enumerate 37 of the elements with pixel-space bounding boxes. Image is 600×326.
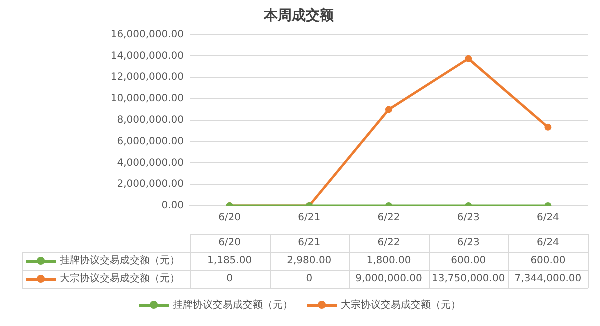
x-tick-label: 6/21 <box>298 212 321 224</box>
category-label: 6/23 <box>457 238 480 249</box>
y-tick-label: 2,000,000.00 <box>117 179 184 190</box>
y-tick-label: 8,000,000.00 <box>117 114 184 126</box>
category-label: 6/20 <box>218 238 242 249</box>
text: 大宗协议交易成交额（元） <box>341 300 461 311</box>
data-label: 9,000,000.00 <box>356 274 422 285</box>
point <box>465 55 472 62</box>
data-label: 600.00 <box>530 256 566 267</box>
y-tick-label: 6,000,000.00 <box>117 136 184 148</box>
data-label: 600.00 <box>451 256 486 267</box>
chart-title: 本周成交额 <box>263 7 335 24</box>
category-label: 6/21 <box>298 238 321 249</box>
point <box>544 124 552 131</box>
data-label: 0 <box>226 274 233 285</box>
x-tick-label: 6/22 <box>378 212 400 224</box>
y-tick-label: 12,000,000.00 <box>110 72 184 84</box>
legend-label: 大宗协议交易成交额（元） <box>60 272 180 285</box>
data-label: 13,750,000.00 <box>432 274 506 285</box>
x-tick-label: 6/20 <box>218 212 242 224</box>
data-label: 0 <box>306 274 313 285</box>
y-tick-label: 0.00 <box>162 200 184 212</box>
y-tick-label: 14,000,000.00 <box>110 50 184 62</box>
y-tick-label: 4,000,000.00 <box>117 158 184 169</box>
data-label: 2,980.00 <box>287 256 332 267</box>
point <box>386 106 392 114</box>
category-label: 6/22 <box>378 238 400 249</box>
category-label: 6/24 <box>536 238 560 249</box>
x-tick-label: 6/24 <box>536 212 560 224</box>
x-tick-label: 6/23 <box>457 212 480 224</box>
legend-label: 挂牌协议交易成交额（元） <box>60 254 180 267</box>
data-label: 1,800.00 <box>366 256 412 267</box>
text: 挂牌协议交易成交额（元） <box>173 300 293 311</box>
data-label: 1,185.00 <box>208 256 252 267</box>
y-tick-label: 10,000,000.00 <box>110 94 184 105</box>
y-tick-label: 16,000,000.00 <box>110 29 184 40</box>
data-label: 7,344,000.00 <box>514 274 582 285</box>
